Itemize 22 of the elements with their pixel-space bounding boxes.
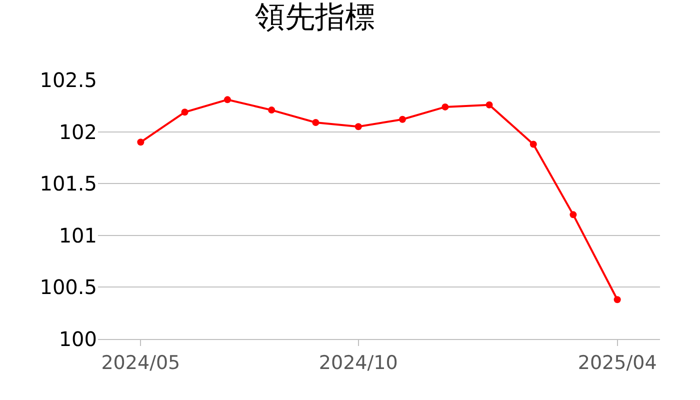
x-tick-label: 2024/10 — [318, 352, 398, 374]
point — [224, 96, 231, 104]
point — [570, 211, 577, 218]
point — [312, 118, 320, 126]
point — [354, 123, 362, 130]
y-tick-label: 100 — [58, 327, 97, 351]
y-tick-label: 102.5 — [40, 68, 97, 92]
point — [486, 101, 493, 108]
point — [614, 296, 621, 304]
chart-title: 領先指標 — [255, 0, 375, 35]
y-tick-label: 100.5 — [40, 275, 97, 300]
x-tick-label: 2025/04 — [578, 352, 657, 374]
point — [530, 140, 537, 148]
y-tick-label: 101 — [58, 223, 97, 248]
y-tick-label: 102 — [58, 120, 97, 144]
point — [137, 138, 144, 146]
point — [268, 106, 276, 114]
x-tick-label: 2024/05 — [101, 352, 180, 374]
point — [181, 108, 188, 116]
point — [442, 103, 449, 110]
point — [398, 116, 406, 123]
y-tick-label: 101.5 — [40, 172, 97, 196]
